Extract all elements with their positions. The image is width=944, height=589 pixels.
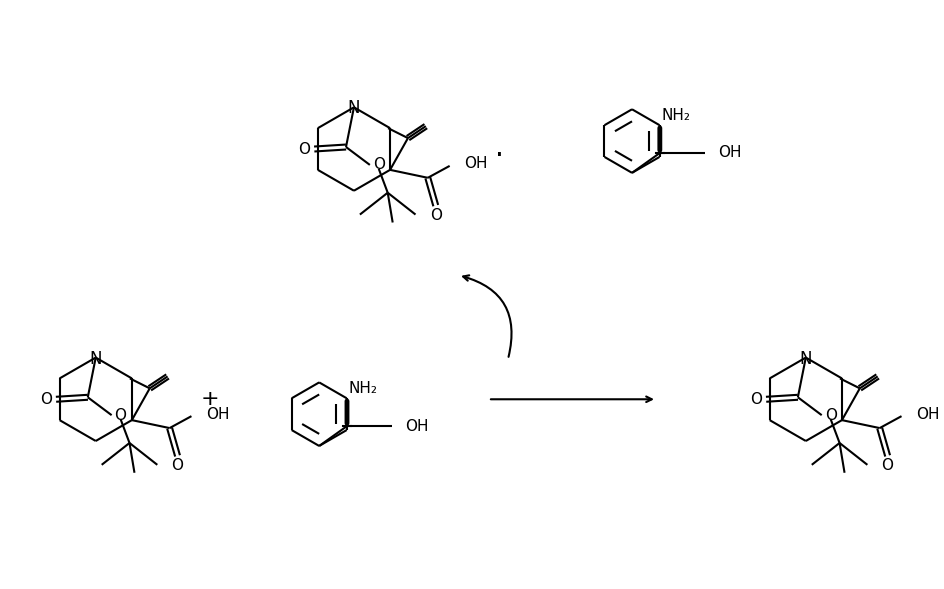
Text: O: O xyxy=(40,392,52,407)
Text: O: O xyxy=(430,208,442,223)
Text: O: O xyxy=(298,141,311,157)
Text: OH: OH xyxy=(207,406,229,422)
Text: OH: OH xyxy=(917,406,940,422)
Text: NH₂: NH₂ xyxy=(662,108,691,123)
Text: O: O xyxy=(825,408,836,423)
Text: N: N xyxy=(90,349,102,368)
Text: OH: OH xyxy=(406,419,430,434)
Text: +: + xyxy=(201,389,219,409)
Text: N: N xyxy=(347,100,361,117)
Text: N: N xyxy=(800,349,812,368)
Text: OH: OH xyxy=(464,157,488,171)
Text: O: O xyxy=(882,458,894,474)
Text: NH₂: NH₂ xyxy=(349,381,378,396)
Text: ·: · xyxy=(496,142,504,170)
Text: O: O xyxy=(172,458,183,474)
Text: OH: OH xyxy=(718,145,742,160)
Text: O: O xyxy=(373,157,385,173)
Text: O: O xyxy=(114,408,126,423)
Text: O: O xyxy=(750,392,762,407)
